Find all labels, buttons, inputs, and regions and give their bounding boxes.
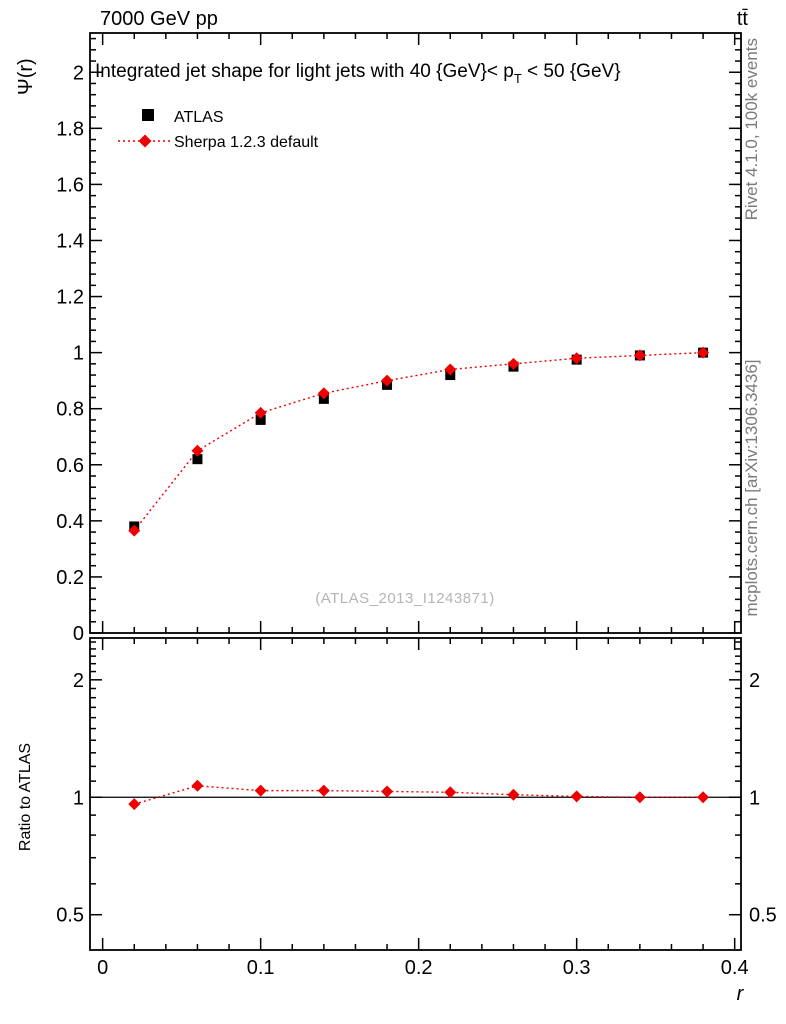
- ratio-plot-frame: [89, 637, 742, 951]
- sherpa-data-point: [633, 349, 646, 362]
- y-tick-label: 1.8: [56, 118, 84, 140]
- sherpa-data-point: [254, 406, 267, 419]
- generated-plot-layer: 0 0.1 0.2 0.3 0.4 0 0.2 0.4 0.6 0.8 1 1.2 1.4 1.6 1.8 2…: [56, 33, 777, 979]
- x-axis-title: r: [737, 983, 745, 1005]
- atlas-data-point: [192, 454, 203, 465]
- sherpa-data-point: [570, 352, 583, 365]
- sherpa-ratio-point: [317, 784, 330, 797]
- legend: ATLAS Sherpa 1.2.3 default: [118, 109, 319, 151]
- ratio-tick-label-right: 0.5: [749, 905, 777, 927]
- y-tick-label: 1.6: [56, 174, 84, 196]
- sherpa-data-point: [317, 387, 330, 400]
- y-tick-label: 0.8: [56, 399, 84, 421]
- sherpa-data-point: [191, 444, 204, 457]
- sherpa-ratio-point: [633, 791, 646, 804]
- ratio-tick-label-left: 0.5: [56, 905, 84, 927]
- header-beam-energy: 7000 GeV pp: [100, 8, 218, 30]
- sherpa-ratio-point: [444, 786, 457, 799]
- ratio-tick-label-left: 1: [73, 787, 84, 809]
- y-tick-label: 0: [73, 623, 84, 645]
- ratio-tick-label-right: 2: [749, 670, 760, 692]
- side-note-mcplots-arxiv: mcplots.cern.ch [arXiv:1306.3436]: [742, 359, 761, 616]
- sherpa-data-point: [381, 374, 394, 387]
- sherpa-data-point: [444, 363, 457, 376]
- watermark-analysis-id: (ATLAS_2013_I1243871): [315, 590, 495, 607]
- ratio-tick-label-right: 1: [749, 787, 760, 809]
- sherpa-ratio-point: [697, 791, 710, 804]
- y-tick-label: 1.2: [56, 287, 84, 309]
- sherpa-data-point: [128, 524, 141, 537]
- atlas-data-point: [255, 414, 266, 425]
- y-tick-label: 0.2: [56, 567, 84, 589]
- sherpa-ratio-point: [570, 790, 583, 803]
- y-tick-label: 1.4: [56, 230, 84, 252]
- y-tick-label: 1: [73, 343, 84, 365]
- sherpa-ratio-curve: [134, 785, 704, 805]
- plot-title: Integrated jet shape for light jets with…: [95, 61, 621, 86]
- side-note-rivet-version: Rivet 4.1.0, 100k events: [742, 38, 761, 220]
- sherpa-data-point: [697, 346, 710, 359]
- ratio-tick-label-left: 2: [73, 670, 84, 692]
- ratio-y-axis-title: Ratio to ATLAS: [17, 743, 34, 851]
- x-tick-label: 0.1: [247, 957, 275, 979]
- y-tick-label: 0.6: [56, 455, 84, 477]
- x-tick-label: 0.3: [563, 957, 591, 979]
- y-tick-label: 0.4: [56, 511, 84, 533]
- legend-marker-sherpa-diamond: [138, 134, 152, 148]
- header-process: tt̄: [737, 8, 749, 30]
- main-plot-frame: [89, 32, 742, 634]
- sherpa-ratio-point: [191, 779, 204, 792]
- sherpa-ratio-point: [254, 784, 267, 797]
- x-tick-label: 0.4: [721, 957, 749, 979]
- x-tick-label: 0: [97, 957, 108, 979]
- legend-label-sherpa: Sherpa 1.2.3 default: [174, 134, 319, 151]
- x-tick-label: 0.2: [405, 957, 433, 979]
- main-y-axis-title: Ψ(r): [15, 58, 37, 95]
- sherpa-ratio-point: [381, 785, 394, 798]
- y-tick-label: 2: [73, 62, 84, 84]
- sherpa-ratio-point: [507, 788, 520, 801]
- sherpa-data-point: [507, 357, 520, 370]
- sherpa-curve-main: [133, 351, 704, 532]
- legend-marker-atlas-square: [142, 109, 154, 121]
- legend-label-atlas: ATLAS: [174, 109, 224, 126]
- sherpa-ratio-point: [128, 798, 141, 811]
